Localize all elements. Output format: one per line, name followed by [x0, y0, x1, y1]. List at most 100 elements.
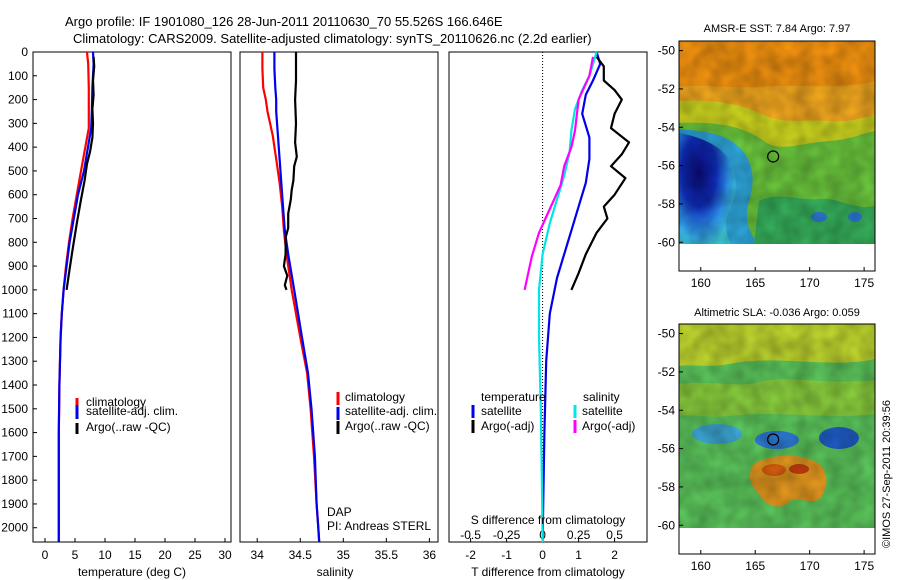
s-difference-xlabel: S difference from climatology [471, 513, 626, 527]
y-tick-label: 100 [8, 69, 28, 83]
lat-tick-label: -52 [658, 365, 676, 379]
y-tick-label: 500 [8, 164, 28, 178]
sst-no-data-strip [679, 244, 875, 271]
legend-temperature-argo-label: Argo(-adj) [481, 419, 534, 433]
sst-map-title: AMSR-E SST: 7.84 Argo: 7.97 [704, 23, 851, 35]
y-tick-label: 1200 [1, 330, 28, 344]
x-tick-label: 35.5 [375, 548, 399, 562]
y-tick-label: 200 [8, 93, 28, 107]
y-tick-label: 600 [8, 188, 28, 202]
lat-tick-label: -56 [658, 442, 676, 456]
lon-tick-label: 170 [800, 559, 820, 573]
legend-satellite-label: satellite-adj. clim. [345, 404, 437, 418]
sst-map-panel: AMSR-E SST: 7.84 Argo: 7.97 160 165 170 175… [658, 23, 876, 290]
salinity-ticks: 34 34.5 35 35.5 36 [251, 538, 437, 562]
y-tick-label: 1900 [1, 497, 28, 511]
lon-tick-label: 175 [854, 276, 874, 290]
dap-label: DAP [327, 505, 352, 519]
x-tick-label: 5 [72, 548, 79, 562]
difference-axes-frame [448, 51, 648, 543]
x-tick-label: 30 [218, 548, 232, 562]
x-tick-label: 0 [539, 548, 546, 562]
x-tick-label: 1 [575, 548, 582, 562]
difference-legend: temperature salinity satellite Argo(-adj… [471, 390, 635, 433]
header-line2: Climatology: CARS2009. Satellite-adjuste… [73, 31, 592, 46]
y-tick-label: 1500 [1, 402, 28, 416]
x-tick-label: 34.5 [289, 548, 313, 562]
y-tick-label: 700 [8, 212, 28, 226]
y-tick-label: 1700 [1, 449, 28, 463]
lat-tick-label: -58 [658, 197, 676, 211]
x-tick-label: 15 [128, 548, 142, 562]
y-tick-label: 1100 [2, 307, 28, 321]
sla-map-ticks: 160 165 170 175 -50 -52 -54 -56 -58 -60 [658, 327, 875, 573]
temperature-legend: climatology satellite-adj. clim. Argo(..… [75, 395, 178, 434]
legend-climatology-label: climatology [345, 390, 405, 404]
depth-ticks: 0 100 200 300 400 500 600 700 800 900 1000 1100 1200… [1, 45, 37, 535]
y-tick-label: 800 [8, 235, 28, 249]
sla-map-frame [678, 323, 876, 555]
sla-no-data-strip [679, 528, 875, 554]
legend-temperature-satellite-label: satellite [481, 404, 522, 418]
lat-tick-label: -50 [658, 327, 676, 341]
legend-climatology-label: climatology [86, 395, 146, 409]
lat-tick-label: -56 [658, 159, 676, 173]
t-difference-xlabel: T difference from climatology [471, 565, 625, 579]
sla-texture [679, 324, 875, 528]
temperature-series [57, 51, 96, 542]
difference-series [523, 51, 631, 543]
y-tick-label: 0 [21, 45, 28, 59]
temperature-panel: 0100200300400500600700800900100011001200… [1, 45, 232, 579]
sla-map-title: Altimetric SLA: -0.036 Argo: 0.059 [694, 307, 860, 319]
series-line-argo-adj- [523, 56, 595, 291]
lon-tick-label: 175 [854, 559, 874, 573]
legend-salinity-argo-label: Argo(-adj) [582, 419, 635, 433]
difference-panel: -2 -1 0 1 2 -0.5 -0.25 0 0.25 0.5 T difference f… [448, 51, 648, 579]
y-tick-label: 1800 [1, 473, 28, 487]
x2-tick-label: 0.25 [567, 528, 591, 542]
x-tick-label: 25 [188, 548, 202, 562]
lat-tick-label: -52 [658, 82, 676, 96]
y-tick-label: 400 [8, 140, 28, 154]
lon-tick-label: 160 [691, 559, 711, 573]
x-tick-label: 10 [98, 548, 112, 562]
salinity-panel: 34 34.5 35 35.5 36 salinity climatology sate… [239, 51, 439, 579]
legend-satellite-label: satellite-adj. clim. [86, 404, 178, 418]
series-line-argo-raw-qc- [65, 56, 96, 291]
x-tick-label: 35 [337, 548, 351, 562]
salinity-legend: climatology satellite-adj. clim. Argo(..… [336, 390, 437, 434]
salinity-xlabel: salinity [317, 565, 354, 579]
sst-map-ticks: 160 165 170 175 -50 -52 -54 -56 -58 -60 [658, 44, 875, 290]
pi-label: PI: Andreas STERL [327, 519, 431, 533]
lat-tick-label: -50 [658, 44, 676, 58]
legend-argo-label: Argo(..raw -QC) [345, 419, 430, 433]
series-line-argo-adj- [570, 56, 631, 291]
header-line1: Argo profile: IF 1901080_126 28-Jun-2011… [65, 14, 503, 29]
y-tick-label: 1300 [1, 354, 28, 368]
lat-tick-label: -58 [658, 480, 676, 494]
lon-tick-label: 170 [800, 276, 820, 290]
t-difference-ticks: -2 -1 0 1 2 [465, 538, 618, 562]
argo-float-marker [767, 150, 780, 163]
temperature-xlabel: temperature (deg C) [78, 565, 186, 579]
lon-tick-label: 160 [691, 276, 711, 290]
x-tick-label: 36 [423, 548, 437, 562]
x-tick-label: 20 [158, 548, 172, 562]
lat-tick-label: -54 [658, 120, 676, 134]
x2-tick-label: 0.5 [606, 528, 623, 542]
sst-heatmap [679, 41, 875, 244]
legend-argo-label: Argo(..raw -QC) [86, 420, 171, 434]
series-line-satellite-adj-clim- [273, 52, 321, 543]
legend-temperature-header: temperature [481, 390, 546, 404]
x-tick-label: -2 [465, 548, 476, 562]
lon-tick-label: 165 [745, 276, 765, 290]
x-tick-label: 34 [251, 548, 265, 562]
y-tick-label: 1000 [1, 283, 28, 297]
salinity-series [261, 52, 321, 543]
y-tick-label: 900 [8, 259, 28, 273]
y-tick-label: 1400 [1, 378, 28, 392]
series-line-satellite [541, 51, 602, 543]
argo-float-marker [767, 433, 780, 446]
temperature-axes-frame [32, 51, 232, 543]
